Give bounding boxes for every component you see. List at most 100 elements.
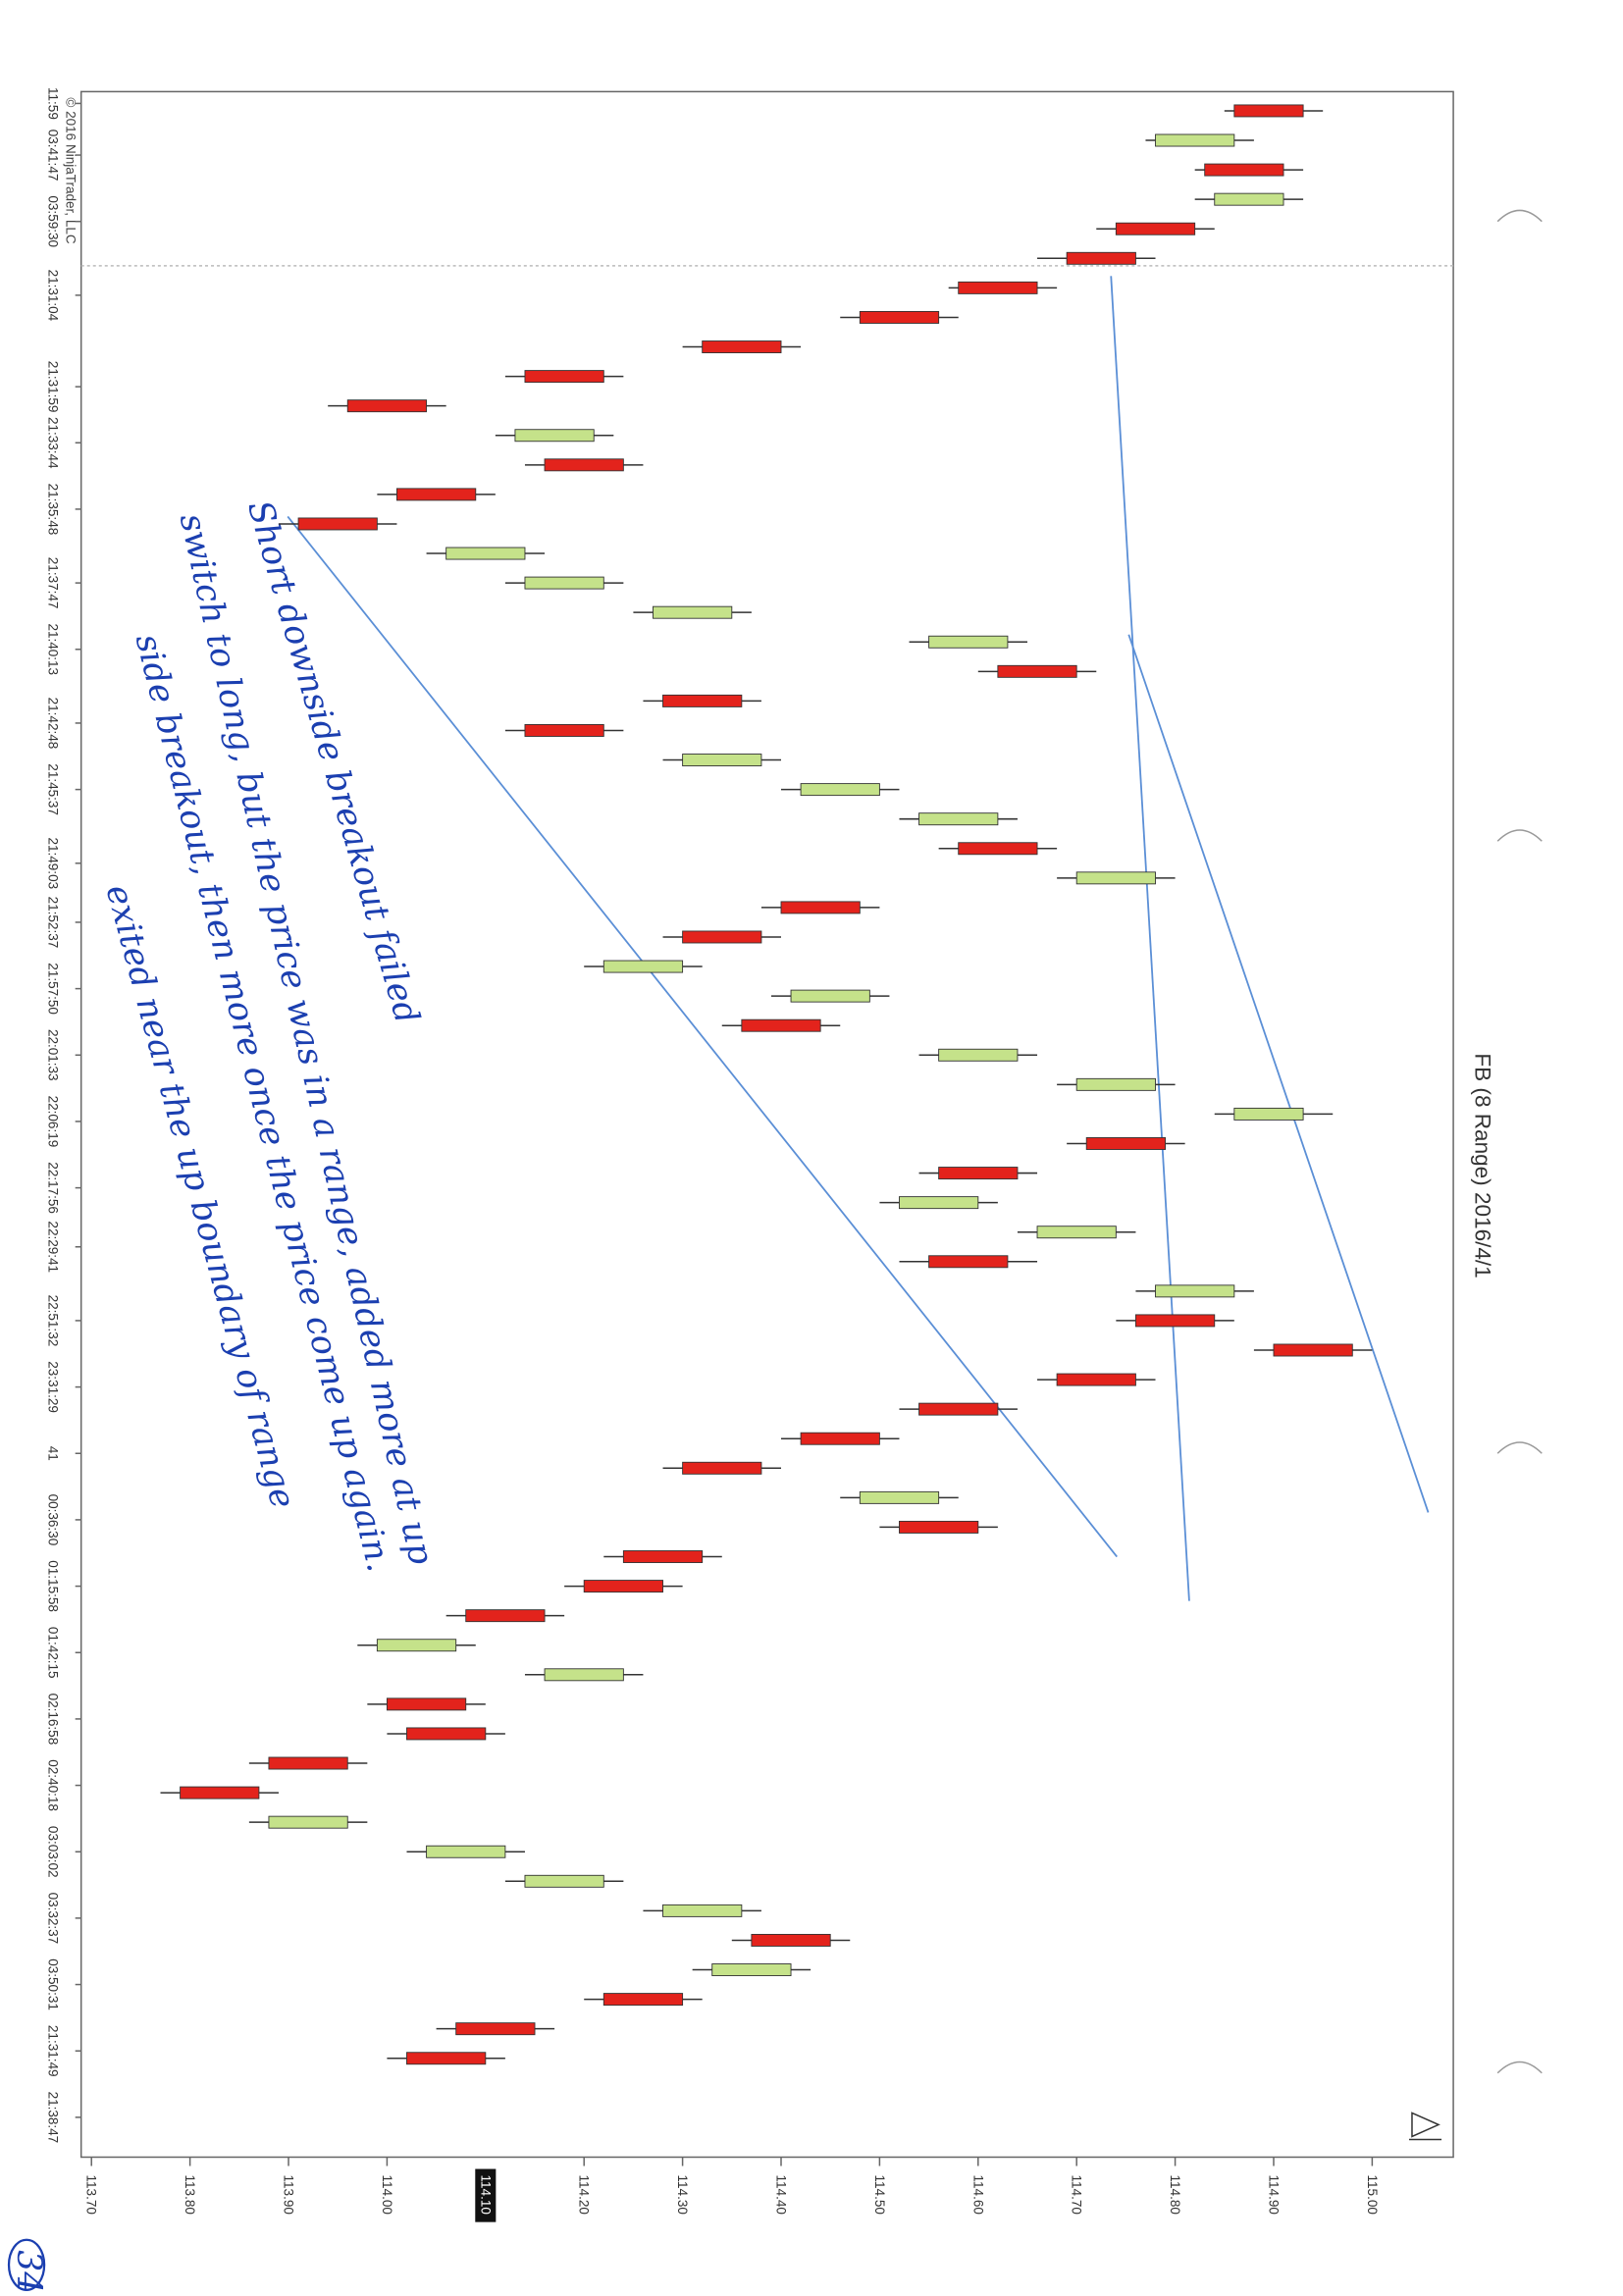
time-tick-label: 03:59:30 [46, 195, 61, 247]
trend-lines [287, 276, 1430, 1601]
candle-body [800, 783, 880, 797]
price-tick-label: 113.80 [183, 2175, 197, 2215]
price-tick-label: 113.90 [282, 2175, 296, 2215]
time-tick-label: 03:50:31 [46, 1958, 61, 2010]
binder-hole [1496, 829, 1543, 842]
candle-body [268, 1815, 348, 1829]
price-tick-label: 113.70 [84, 2175, 99, 2215]
candle-body [751, 1933, 831, 1947]
candle-body [1273, 1343, 1353, 1357]
candle-body [602, 960, 684, 973]
candle-body [1233, 104, 1304, 118]
candle-body [997, 664, 1077, 678]
candle-body [938, 1167, 1019, 1180]
time-tick-label: 11:59 [46, 87, 61, 120]
candle-body [602, 1993, 684, 2007]
time-tick-label: 03:41:47 [46, 130, 61, 182]
time-tick-label: 02:40:18 [46, 1759, 61, 1811]
candle-body [790, 989, 870, 1003]
time-tick-label: 22:06:19 [46, 1096, 61, 1148]
time-tick-label: 21:49:03 [46, 837, 61, 889]
candle-body [386, 1697, 467, 1711]
time-tick-label: 21:31:04 [46, 270, 61, 322]
time-tick-label: 00:36:30 [46, 1494, 61, 1546]
candle-body [1155, 133, 1235, 147]
candle-body [662, 1904, 743, 1917]
candle-body [702, 340, 782, 353]
page-number: 34 [9, 2250, 48, 2293]
price-tick-label: 114.80 [1168, 2175, 1182, 2215]
candle-body [1075, 871, 1156, 885]
candle-body [544, 1668, 624, 1682]
candle-body [465, 1609, 546, 1623]
price-tick-label: 114.40 [773, 2175, 788, 2215]
candle-body [1066, 251, 1136, 265]
candle-body [1036, 1226, 1117, 1239]
candle-body [780, 901, 861, 914]
price-tick-label: 114.90 [1266, 2175, 1281, 2215]
time-tick-label: 21:40:13 [46, 623, 61, 675]
candle-body [928, 635, 1009, 649]
candle-body [622, 1550, 704, 1563]
time-tick-label: 21:31:49 [46, 2025, 61, 2077]
time-tick-label: 21:33:44 [46, 417, 61, 469]
candle-body [297, 517, 378, 531]
price-tick-label: 114.50 [872, 2175, 887, 2215]
price-tick-label: 114.20 [577, 2175, 592, 2215]
candle-body [524, 1874, 604, 1888]
candle-body [1075, 1077, 1156, 1091]
candle-body [859, 310, 940, 324]
time-tick-label: 22:17:56 [46, 1162, 61, 1214]
candle-body [682, 1461, 762, 1475]
candle-body [524, 576, 604, 590]
plot-frame [79, 90, 1454, 2159]
candle-body [741, 1018, 821, 1032]
time-tick-label: 21:42:48 [46, 698, 61, 750]
binder-hole [1496, 2061, 1543, 2074]
candle-body [682, 754, 762, 767]
time-tick-label: 23:31:29 [46, 1361, 61, 1413]
time-tick-label: 21:35:48 [46, 484, 61, 536]
time-tick-label: 03:32:37 [46, 1893, 61, 1945]
candle-body [918, 812, 999, 826]
trend-line [287, 515, 1118, 1558]
candle-body [426, 1845, 506, 1858]
price-tick-label: 114.60 [970, 2175, 985, 2215]
time-tick-label: 22:01:33 [46, 1029, 61, 1081]
price-tick-label: 115.00 [1365, 2175, 1380, 2215]
page-number-circle [7, 2238, 46, 2291]
candle-body [445, 547, 526, 560]
chart-title: FB (8 Range) 2016/4/1 [1471, 1053, 1495, 1278]
time-tick-label: 21:45:37 [46, 763, 61, 815]
candle-body [859, 1490, 940, 1504]
price-tick-label: 114.70 [1070, 2175, 1084, 2215]
candle-body [899, 1196, 979, 1210]
current-price-label: 114.10 [478, 2175, 493, 2215]
candle-body [918, 1402, 999, 1416]
copyright: © 2016 NinjaTrader, LLC [64, 97, 79, 243]
candle-body [1134, 1314, 1216, 1328]
candle-body [662, 694, 743, 707]
candle-body [514, 429, 595, 443]
candle-body [682, 930, 762, 944]
price-tick-label: 114.00 [380, 2175, 394, 2215]
candle-body [583, 1580, 663, 1593]
binder-hole [1496, 1441, 1543, 1454]
candle-body [653, 605, 733, 619]
time-tick-label: 01:15:58 [46, 1560, 61, 1612]
candle-body [396, 488, 477, 501]
price-tick-label: 114.30 [675, 2175, 690, 2215]
time-tick-label: 02:16:58 [46, 1694, 61, 1746]
current-price-box [475, 2168, 497, 2222]
time-tick-label: 21:38:47 [46, 2092, 61, 2144]
time-tick-label: 01:42:15 [46, 1627, 61, 1679]
candle-body [938, 1048, 1019, 1062]
candle-body [1056, 1373, 1136, 1386]
time-tick-label: 22:29:41 [46, 1221, 61, 1273]
candle-body [1085, 1137, 1166, 1150]
time-tick-label: 41 [46, 1446, 61, 1461]
candle-body [346, 399, 428, 413]
candle-body [406, 1727, 487, 1741]
time-tick-label: 21:52:37 [46, 897, 61, 949]
